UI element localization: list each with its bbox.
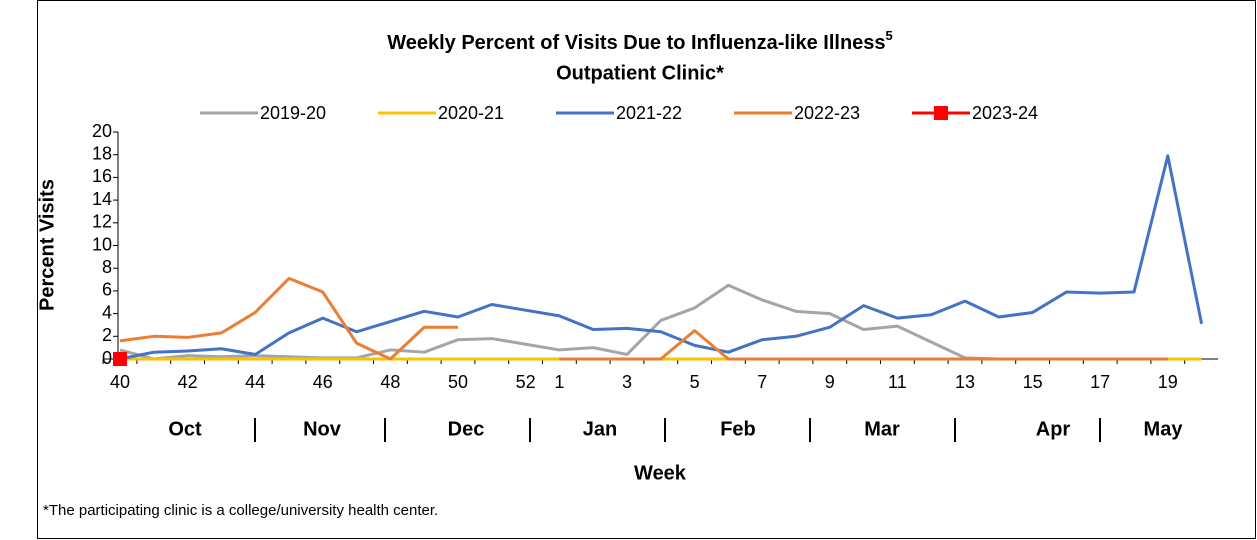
y-tick-label: 14 <box>92 189 112 209</box>
x-tick-label: 19 <box>1158 372 1178 392</box>
y-tick-label: 2 <box>102 325 112 345</box>
legend-label: 2023-24 <box>972 103 1038 123</box>
y-tick-label: 6 <box>102 280 112 300</box>
footnote: *The participating clinic is a college/u… <box>43 502 438 519</box>
month-label: Dec <box>448 418 485 440</box>
y-tick-label: 16 <box>92 166 112 186</box>
x-tick-label: 1 <box>554 372 564 392</box>
month-label: Feb <box>720 418 756 440</box>
month-label: Oct <box>168 418 202 440</box>
y-tick-label: 8 <box>102 257 112 277</box>
y-tick-label: 12 <box>92 212 112 232</box>
x-tick-label: 40 <box>110 372 130 392</box>
legend-label: 2021-22 <box>616 103 682 123</box>
x-tick-label: 46 <box>313 372 333 392</box>
y-tick-label: 10 <box>92 234 112 254</box>
y-tick-label: 20 <box>92 121 112 141</box>
x-tick-label: 48 <box>380 372 400 392</box>
y-tick-label: 0 <box>102 348 112 368</box>
chart-title: Weekly Percent of Visits Due to Influenz… <box>387 28 893 54</box>
x-tick-label: 42 <box>178 372 198 392</box>
x-axis-label: Week <box>634 462 687 484</box>
legend-label: 2020-21 <box>438 103 504 123</box>
y-axis-label: Percent Visits <box>36 179 58 311</box>
month-label: May <box>1144 418 1184 440</box>
legend-label: 2022-23 <box>794 103 860 123</box>
legend-marker <box>934 106 948 120</box>
x-tick-label: 50 <box>448 372 468 392</box>
title-text: Weekly Percent of Visits Due to Influenz… <box>387 32 885 54</box>
x-tick-label: 15 <box>1023 372 1043 392</box>
series-line <box>119 283 1202 361</box>
x-tick-label: 44 <box>245 372 265 392</box>
month-label: Apr <box>1036 418 1071 440</box>
month-label: Nov <box>303 418 342 440</box>
x-tick-label: 17 <box>1090 372 1110 392</box>
x-tick-label: 3 <box>622 372 632 392</box>
x-tick-label: 11 <box>888 372 907 392</box>
chart-subtitle: Outpatient Clinic* <box>556 62 724 84</box>
y-tick-label: 18 <box>92 143 112 163</box>
chart-border <box>37 0 1256 539</box>
title-superscript: 5 <box>886 28 893 43</box>
x-tick-label: 52 <box>516 372 536 392</box>
x-tick-label: 13 <box>955 372 975 392</box>
x-tick-label: 7 <box>757 372 767 392</box>
series-marker <box>113 352 127 366</box>
y-tick-label: 4 <box>102 302 112 322</box>
x-tick-label: 5 <box>690 372 700 392</box>
series-line <box>119 154 1204 361</box>
x-tick-label: 9 <box>825 372 835 392</box>
legend-label: 2019-20 <box>260 103 326 123</box>
series-line <box>119 276 1168 361</box>
month-label: Jan <box>583 418 617 440</box>
month-label: Mar <box>864 418 900 440</box>
